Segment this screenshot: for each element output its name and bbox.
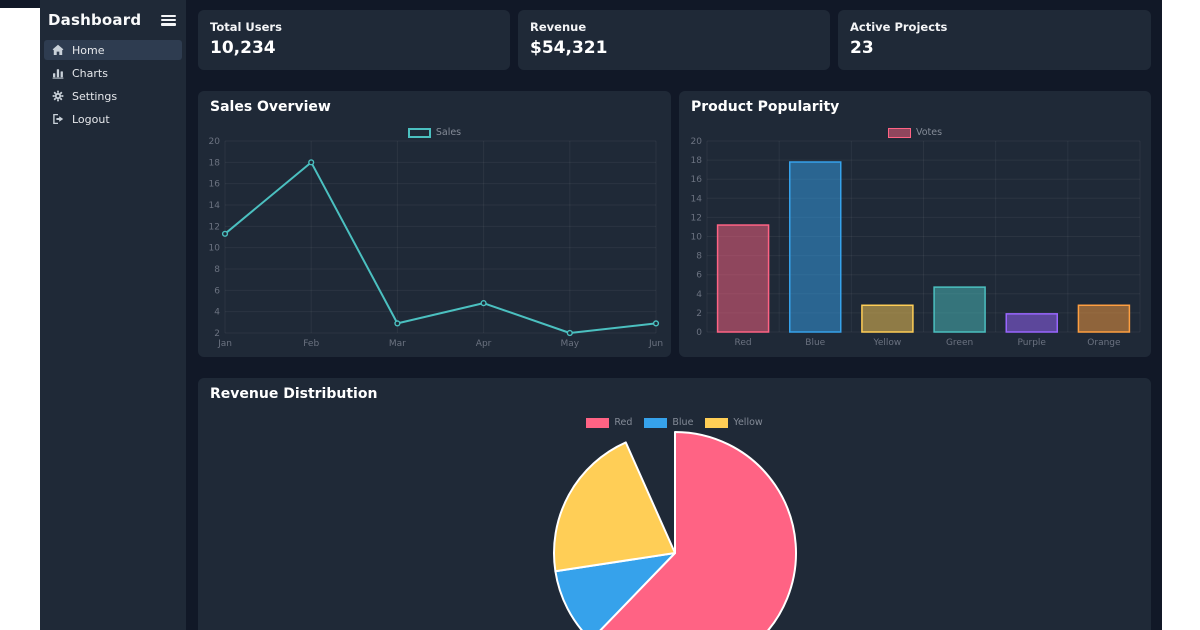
sidebar-header: Dashboard bbox=[44, 8, 182, 32]
svg-text:Jun: Jun bbox=[648, 339, 663, 349]
svg-text:16: 16 bbox=[209, 180, 221, 190]
legend-label: Yellow bbox=[733, 417, 763, 428]
sales-line-chart: 2 4 6 8 10 12 14 16 18 20 Jan Feb Mar Apr May Jun bbox=[209, 137, 663, 349]
svg-text:4: 4 bbox=[696, 290, 702, 300]
legend-label: Sales bbox=[435, 127, 462, 138]
svg-text:Green: Green bbox=[946, 338, 973, 348]
sidebar-item-label: Settings bbox=[72, 89, 118, 103]
svg-text:2: 2 bbox=[696, 309, 702, 319]
svg-text:18: 18 bbox=[209, 158, 221, 168]
red-legend-swatch bbox=[586, 417, 610, 428]
svg-text:May: May bbox=[560, 339, 579, 349]
legend-label: Votes bbox=[915, 127, 943, 138]
svg-text:10: 10 bbox=[691, 233, 703, 243]
chart-title: Product Popularity bbox=[691, 99, 840, 115]
svg-text:12: 12 bbox=[209, 222, 220, 232]
legend-label: Blue bbox=[672, 417, 694, 428]
product-popularity-card: Product Popularity Votes 0 2 4 6 8 10 12 14 16 18… bbox=[679, 91, 1151, 357]
svg-text:4: 4 bbox=[214, 308, 220, 318]
svg-text:18: 18 bbox=[691, 156, 703, 166]
svg-text:Feb: Feb bbox=[303, 339, 319, 349]
chart-title: Revenue Distribution bbox=[210, 386, 378, 402]
svg-text:Red: Red bbox=[735, 338, 752, 348]
svg-text:Yellow: Yellow bbox=[873, 338, 902, 348]
home-icon bbox=[52, 44, 64, 56]
top-left-strip bbox=[0, 0, 40, 8]
sidebar-item-logout[interactable]: Logout bbox=[44, 109, 182, 129]
sidebar: Dashboard Home Charts bbox=[40, 0, 186, 630]
stat-value: 23 bbox=[850, 38, 874, 58]
svg-text:6: 6 bbox=[696, 271, 702, 281]
stat-label: Revenue bbox=[530, 20, 587, 34]
sidebar-item-settings[interactable]: Settings bbox=[44, 86, 182, 106]
svg-text:Mar: Mar bbox=[389, 339, 406, 349]
votes-legend-swatch bbox=[887, 127, 911, 138]
sales-overview-card: Sales Overview Sales 2 4 6 8 10 12 14 16 18 20 Jan… bbox=[198, 91, 671, 357]
svg-text:0: 0 bbox=[696, 328, 702, 338]
votes-bar-chart: 0 2 4 6 8 10 12 14 16 18 20 Red Blue Yellow Green Purpl… bbox=[691, 137, 1141, 348]
votes-legend: Votes bbox=[679, 127, 1151, 138]
svg-text:20: 20 bbox=[209, 137, 221, 147]
gear-icon bbox=[52, 90, 64, 102]
yellow-legend-swatch bbox=[705, 417, 729, 428]
sidebar-item-label: Home bbox=[72, 43, 105, 57]
svg-text:Apr: Apr bbox=[476, 339, 492, 349]
svg-text:8: 8 bbox=[696, 252, 702, 262]
svg-text:Jan: Jan bbox=[217, 339, 232, 349]
stat-label: Total Users bbox=[210, 20, 282, 34]
svg-text:16: 16 bbox=[691, 175, 703, 185]
sales-legend-swatch bbox=[407, 127, 431, 138]
sidebar-item-label: Charts bbox=[72, 66, 108, 80]
legend-item-sales[interactable]: Sales bbox=[407, 127, 462, 138]
sidebar-item-home[interactable]: Home bbox=[44, 40, 182, 60]
sidebar-item-charts[interactable]: Charts bbox=[44, 63, 182, 83]
svg-text:20: 20 bbox=[691, 137, 703, 147]
legend-item-red[interactable]: Red bbox=[586, 417, 632, 428]
sidebar-menu: Home Charts bbox=[44, 40, 182, 129]
svg-text:14: 14 bbox=[209, 201, 221, 211]
bar-chart-icon bbox=[52, 67, 64, 79]
svg-text:10: 10 bbox=[209, 244, 221, 254]
stat-value: $54,321 bbox=[530, 38, 608, 58]
stat-label: Active Projects bbox=[850, 20, 948, 34]
app-window: Dashboard Home Charts bbox=[40, 0, 1162, 630]
chart-title: Sales Overview bbox=[210, 99, 331, 115]
svg-text:8: 8 bbox=[214, 265, 220, 275]
revenue-distribution-card: Revenue Distribution Red Blue Yellow bbox=[198, 378, 1151, 630]
sidebar-item-label: Logout bbox=[72, 112, 110, 126]
legend-item-votes[interactable]: Votes bbox=[887, 127, 943, 138]
svg-text:2: 2 bbox=[214, 329, 220, 339]
main-content: Total Users 10,234 Revenue $54,321 Activ… bbox=[186, 0, 1162, 630]
legend-item-yellow[interactable]: Yellow bbox=[705, 417, 763, 428]
svg-text:14: 14 bbox=[691, 194, 703, 204]
pie-legend: Red Blue Yellow bbox=[198, 417, 1151, 428]
sales-legend: Sales bbox=[198, 127, 671, 138]
svg-text:6: 6 bbox=[214, 286, 220, 296]
stat-card-revenue: Revenue $54,321 bbox=[518, 10, 830, 70]
svg-text:12: 12 bbox=[691, 213, 702, 223]
svg-text:Purple: Purple bbox=[1018, 338, 1047, 348]
hamburger-menu-icon[interactable] bbox=[161, 14, 176, 26]
stat-card-active-projects: Active Projects 23 bbox=[838, 10, 1151, 70]
stat-card-total-users: Total Users 10,234 bbox=[198, 10, 510, 70]
legend-label: Red bbox=[614, 417, 633, 428]
svg-text:Blue: Blue bbox=[805, 338, 825, 348]
blue-legend-swatch bbox=[644, 417, 668, 428]
sidebar-title: Dashboard bbox=[48, 11, 142, 29]
svg-text:Orange: Orange bbox=[1087, 338, 1121, 348]
revenue-pie-chart bbox=[553, 431, 797, 630]
stat-value: 10,234 bbox=[210, 38, 276, 58]
logout-icon bbox=[52, 113, 64, 125]
legend-item-blue[interactable]: Blue bbox=[644, 417, 693, 428]
